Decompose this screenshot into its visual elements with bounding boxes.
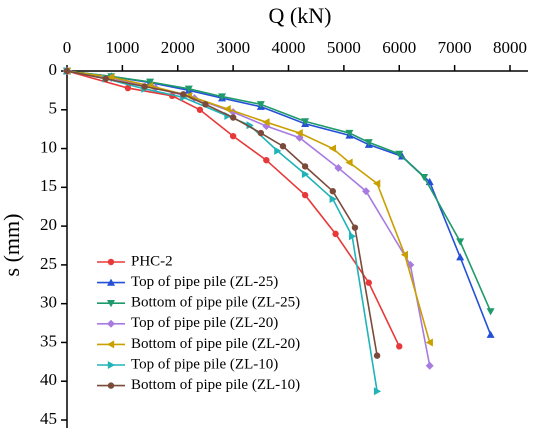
- legend-label: Top of pipe pile (ZL-25): [131, 274, 278, 290]
- y-tick-label: 35: [40, 331, 57, 350]
- data-point: [229, 114, 237, 121]
- data-point: [486, 330, 495, 338]
- legend-label: Top of pipe pile (ZL-20): [131, 315, 278, 331]
- data-point: [329, 194, 337, 203]
- data-point: [184, 85, 193, 93]
- legend-marker: [107, 361, 115, 369]
- legend-marker: [107, 278, 115, 286]
- data-point: [351, 224, 359, 231]
- data-point: [373, 387, 382, 396]
- y-axis-title: s (mm): [0, 214, 24, 277]
- x-tick-label: 8000: [493, 38, 527, 57]
- data-point: [345, 129, 354, 138]
- x-tick-label: 3000: [216, 38, 250, 57]
- data-point: [345, 158, 353, 167]
- data-point: [279, 143, 287, 150]
- data-point: [328, 144, 336, 153]
- data-point: [395, 150, 404, 158]
- data-point: [425, 361, 434, 370]
- data-point: [141, 83, 148, 90]
- data-point: [263, 156, 270, 164]
- data-point: [274, 146, 282, 155]
- legend-label: Bottom of pipe pile (ZL-10): [131, 377, 300, 393]
- data-point: [373, 352, 381, 359]
- series-line: [66, 70, 378, 356]
- series-line: [66, 70, 400, 347]
- data-point: [329, 188, 336, 195]
- y-tick-label: 5: [49, 99, 58, 118]
- data-point: [362, 187, 371, 196]
- y-tick-label: 25: [40, 254, 57, 273]
- y-tick-label: 10: [40, 137, 57, 156]
- data-point: [107, 73, 115, 82]
- data-point: [102, 75, 109, 82]
- data-point: [425, 338, 433, 347]
- data-point: [334, 163, 343, 172]
- x-tick-label: 7000: [438, 38, 472, 57]
- data-point: [373, 179, 381, 188]
- data-point: [246, 121, 254, 130]
- x-tick-label: 0: [63, 38, 72, 57]
- data-point: [262, 118, 270, 127]
- x-tick-label: 4000: [272, 38, 306, 57]
- x-tick-label: 2000: [161, 38, 195, 57]
- data-point: [486, 308, 495, 316]
- data-point: [365, 279, 372, 286]
- data-point: [301, 118, 310, 126]
- legend-label: Bottom of pipe pile (ZL-25): [131, 295, 300, 311]
- data-point: [420, 174, 429, 182]
- data-point: [400, 250, 408, 259]
- data-point: [218, 93, 227, 101]
- y-tick-label: 15: [40, 176, 57, 195]
- x-axis-title: Q (kN): [269, 3, 332, 28]
- legend-label: Bottom of pipe pile (ZL-20): [131, 336, 300, 352]
- legend-label: PHC-2: [131, 253, 173, 269]
- data-point: [348, 232, 357, 241]
- x-tick-label: 5000: [327, 38, 361, 57]
- legend-marker: [107, 258, 115, 266]
- y-tick-label: 30: [40, 293, 57, 312]
- data-point: [256, 101, 265, 109]
- legend-marker: [107, 319, 115, 328]
- y-tick-label: 40: [40, 370, 57, 389]
- data-point: [295, 129, 303, 138]
- data-point: [301, 163, 309, 170]
- legend-marker: [107, 382, 115, 389]
- data-point: [180, 91, 187, 98]
- data-point: [332, 230, 339, 238]
- y-tick-label: 0: [49, 60, 58, 79]
- data-point: [229, 132, 237, 140]
- data-point: [456, 238, 465, 246]
- data-point: [257, 129, 265, 137]
- legend-label: Top of pipe pile (ZL-10): [131, 356, 278, 372]
- data-point: [301, 170, 310, 179]
- data-point: [456, 253, 465, 261]
- data-point: [146, 78, 155, 86]
- data-point: [202, 101, 209, 108]
- data-point: [301, 191, 309, 199]
- data-point: [124, 84, 132, 92]
- x-tick-label: 1000: [105, 38, 139, 57]
- data-point: [396, 343, 403, 350]
- legend-marker: [107, 340, 115, 349]
- x-tick-label: 6000: [382, 38, 416, 57]
- data-point: [223, 105, 231, 114]
- y-tick-label: 20: [40, 215, 57, 234]
- data-point: [63, 67, 71, 75]
- data-point: [196, 106, 204, 113]
- data-point: [364, 139, 373, 147]
- legend-marker: [107, 300, 115, 308]
- y-tick-label: 45: [40, 409, 57, 428]
